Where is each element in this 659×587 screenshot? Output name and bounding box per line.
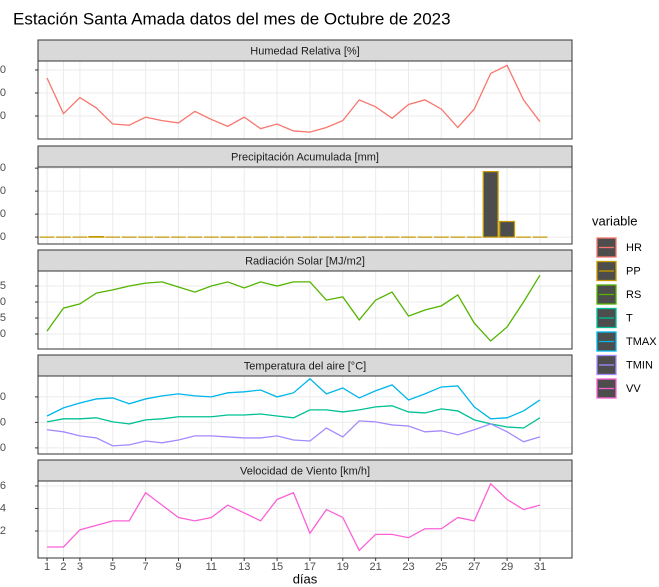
- x-tick-label: 23: [402, 561, 414, 573]
- strip-title: Temperatura del aire [°C]: [244, 360, 366, 372]
- strip-title: Humedad Relativa [%]: [250, 45, 359, 57]
- panel-background: [38, 271, 572, 349]
- x-tick-label: 19: [337, 561, 349, 573]
- x-tick-label: 11: [206, 561, 217, 573]
- panel-background: [38, 376, 572, 454]
- y-tick-label: 70: [0, 87, 6, 99]
- x-tick-label: 17: [304, 561, 316, 573]
- y-tick-label: 2: [0, 525, 6, 537]
- figure-title: Estación Santa Amada datos del mes de Oc…: [13, 9, 451, 28]
- y-tick-label: 20: [0, 185, 6, 197]
- x-axis-label: días: [293, 571, 318, 586]
- x-tick-label: 15: [271, 561, 283, 573]
- legend-label: RS: [626, 289, 641, 301]
- x-tick-label: 21: [370, 561, 382, 573]
- panel-border: [37, 375, 573, 455]
- x-tick-label: 2: [60, 561, 66, 573]
- x-tick-label: 1: [44, 561, 50, 573]
- x-tick-label: 27: [468, 561, 480, 573]
- x-tick-label: 13: [238, 561, 250, 573]
- strip-title: Radiación Solar [MJ/m2]: [245, 255, 365, 267]
- y-tick-label: 10: [0, 416, 6, 428]
- legend-title: variable: [592, 213, 638, 228]
- x-tick-label: 25: [435, 561, 447, 573]
- strip-title: Velocidad de Viento [km/h]: [240, 465, 370, 477]
- legend-label: TMAX: [626, 336, 657, 348]
- x-tick-label: 3: [77, 561, 83, 573]
- y-tick-label: 15: [0, 312, 6, 324]
- panel-border: [37, 270, 573, 350]
- y-tick-label: 80: [0, 64, 6, 76]
- line: [47, 482, 541, 552]
- legend-label: TMIN: [626, 359, 653, 371]
- line: [46, 377, 541, 420]
- x-tick-label: 31: [534, 561, 546, 573]
- y-tick-label: 10: [0, 208, 6, 220]
- y-tick-label: 10: [0, 328, 6, 340]
- line: [46, 274, 541, 342]
- panel-border: [37, 60, 573, 140]
- legend-label: VV: [626, 383, 641, 395]
- y-tick-label: 4: [0, 502, 6, 514]
- legend-label: T: [626, 312, 633, 324]
- legend-label: HR: [626, 242, 642, 254]
- y-tick-label: 20: [0, 391, 6, 403]
- panel-border: [37, 166, 573, 245]
- y-tick-label: 0: [0, 231, 6, 243]
- y-tick-label: 60: [0, 110, 6, 122]
- y-tick-label: 30: [0, 162, 6, 174]
- y-tick-label: 20: [0, 296, 6, 308]
- line: [46, 64, 541, 133]
- y-tick-label: 0: [0, 442, 6, 454]
- x-tick-label: 29: [501, 561, 513, 573]
- y-tick-label: 25: [0, 280, 6, 292]
- x-tick-label: 9: [175, 561, 181, 573]
- y-tick-label: 6: [0, 480, 6, 492]
- strip-title: Precipitación Acumulada [mm]: [231, 151, 379, 163]
- x-tick-label: 7: [143, 561, 149, 573]
- x-tick-label: 5: [110, 561, 116, 573]
- panel-background: [38, 61, 572, 139]
- line: [46, 420, 541, 447]
- legend-label: PP: [626, 265, 641, 277]
- panel-border: [37, 480, 573, 559]
- line: [46, 405, 541, 429]
- bar: [482, 170, 499, 238]
- bar: [499, 220, 516, 238]
